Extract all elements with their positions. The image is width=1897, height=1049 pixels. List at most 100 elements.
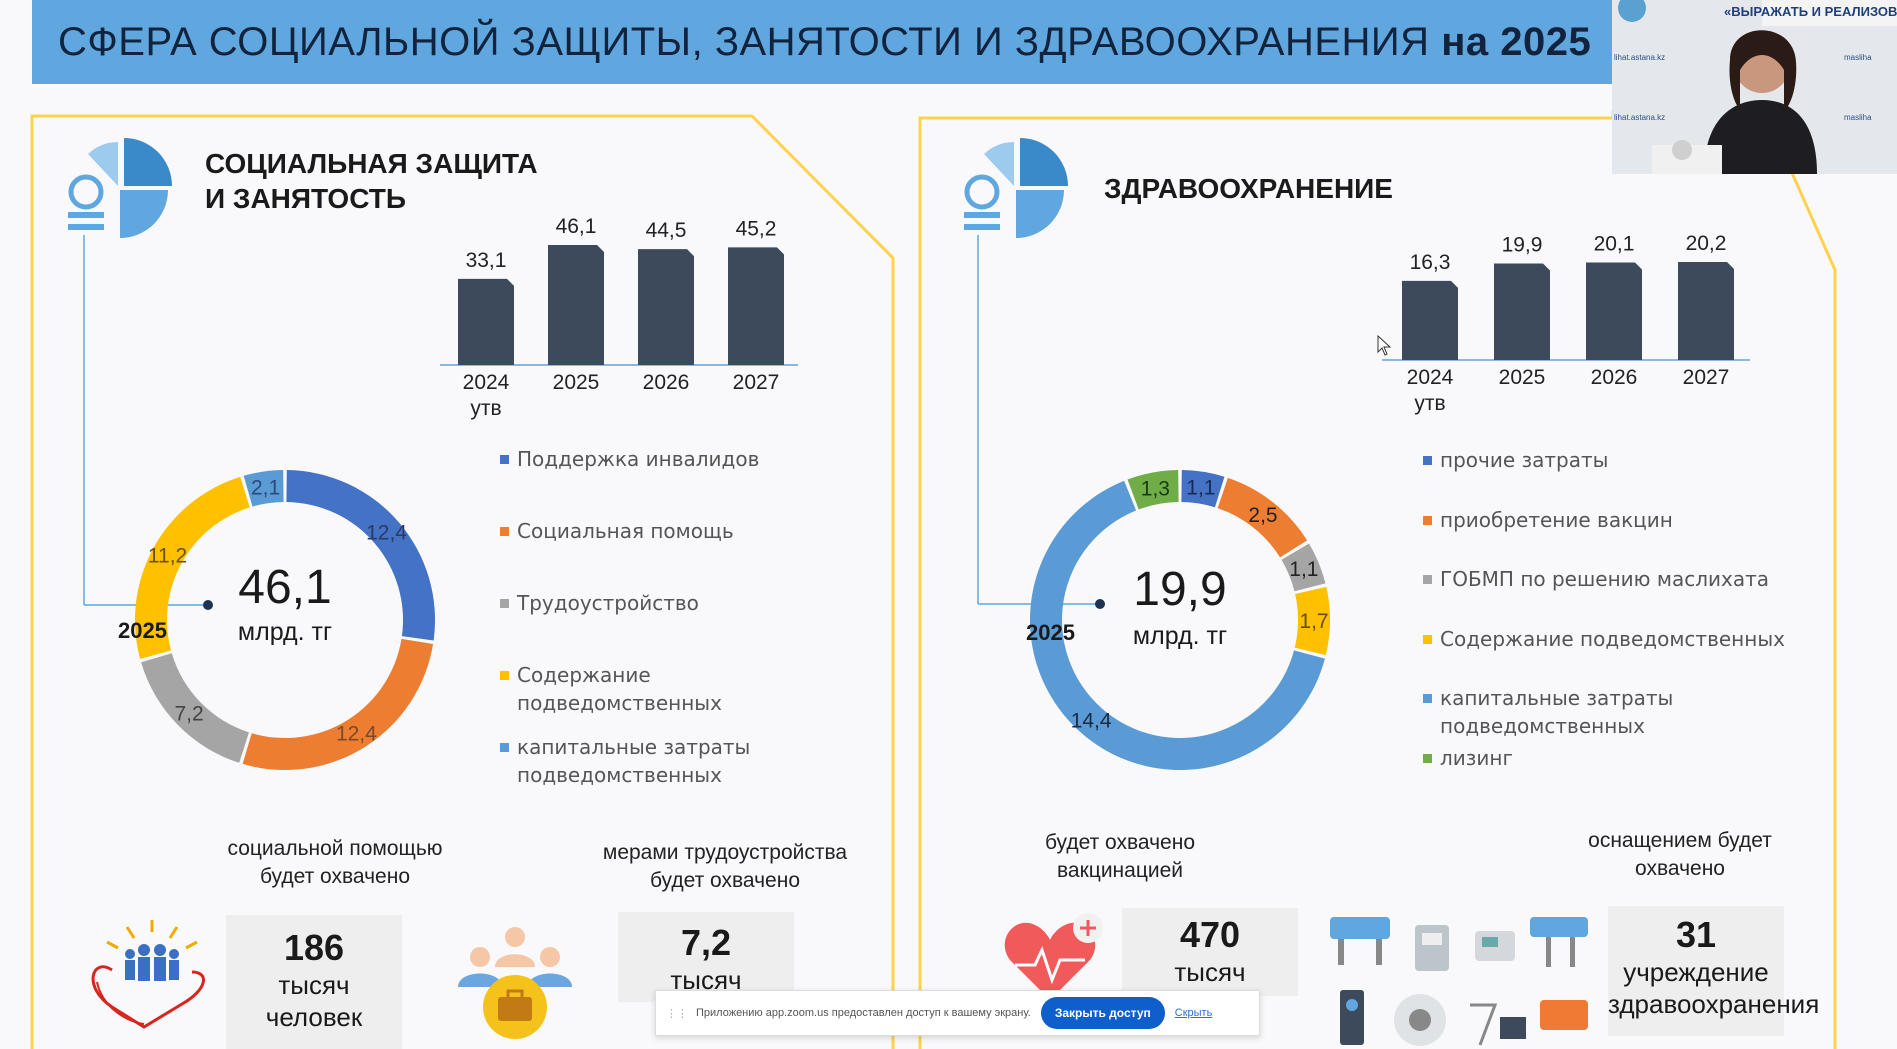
bar-value-label: 45,2 bbox=[736, 217, 777, 240]
legend-label: прочие затраты bbox=[1440, 448, 1609, 472]
bar-category-label: 2024 bbox=[1407, 366, 1454, 389]
legend-item: Трудоустройство bbox=[500, 589, 807, 617]
legend-item: Социальная помощь bbox=[500, 517, 807, 545]
donut-slice bbox=[1294, 586, 1330, 656]
legend-label: приобретение вакцин bbox=[1440, 508, 1673, 532]
legend-label: Социальная помощь bbox=[517, 519, 734, 543]
caption-social-help: социальной помощью будет охвачено bbox=[227, 837, 443, 888]
donut-chart-social: 12,4 12,4 7,2 11,2 2,1 bbox=[135, 470, 435, 770]
donut-center-unit: млрд. тг bbox=[1132, 622, 1228, 650]
section-title-health: ЗДРАВООХРАНЕНИЕ bbox=[1104, 173, 1393, 204]
bar-value-label: 46,1 bbox=[556, 215, 597, 238]
stat-unit: здравоохранения bbox=[1608, 989, 1820, 1019]
bar-value-label: 20,1 bbox=[1594, 232, 1635, 255]
stat-employment: 7,2 тысяч bbox=[618, 912, 794, 1002]
mouse-cursor-icon bbox=[1377, 335, 1392, 356]
svg-text:masliha: masliha bbox=[1844, 113, 1872, 122]
section-title-line1: СОЦИАЛЬНАЯ ЗАЩИТА bbox=[205, 148, 538, 179]
legend-swatch bbox=[1423, 694, 1432, 703]
legend-swatch bbox=[500, 527, 509, 536]
donut-slice-label: 1,1 bbox=[1289, 558, 1318, 581]
donut-slice bbox=[1127, 470, 1179, 510]
legend-swatch bbox=[500, 455, 509, 464]
donut-center-value: 46,1 bbox=[238, 561, 332, 614]
pie-chart-icon bbox=[964, 138, 1068, 238]
donut-slice bbox=[141, 653, 249, 763]
bar-value-label: 16,3 bbox=[1410, 251, 1451, 274]
caption-vaccination: будет охвачено вакцинацией bbox=[1044, 831, 1196, 882]
legend-item: лизинг bbox=[1423, 744, 1820, 772]
stat-unit: тысяч bbox=[278, 970, 350, 1000]
donut-center-value: 19,9 bbox=[1133, 563, 1227, 616]
bar bbox=[1402, 280, 1458, 360]
bar bbox=[458, 278, 514, 365]
drag-handle-icon[interactable]: ⋮⋮ bbox=[666, 1007, 688, 1020]
stat-unit: тысяч bbox=[1174, 957, 1246, 987]
bar-category-label: 2026 bbox=[643, 371, 690, 394]
donut-slice-label: 1,1 bbox=[1186, 477, 1215, 500]
stat-unit: человек bbox=[265, 1002, 363, 1032]
donut-slice-label: 7,2 bbox=[175, 703, 204, 726]
bar-value-label: 20,2 bbox=[1686, 232, 1727, 255]
legend-label: лизинг bbox=[1440, 746, 1513, 770]
stat-number: 7,2 bbox=[680, 922, 732, 963]
legend-swatch bbox=[1423, 635, 1432, 644]
legend-swatch bbox=[500, 599, 509, 608]
donut-slice-label: 12,4 bbox=[366, 522, 407, 545]
stat-social-help: 186 тысяч человек bbox=[226, 915, 402, 1049]
section-title-line2: И ЗАНЯТОСТЬ bbox=[205, 183, 406, 214]
stat-number: 186 bbox=[283, 927, 345, 968]
stop-sharing-button[interactable]: Закрыть доступ bbox=[1040, 997, 1165, 1029]
legend-item: Содержание подведомственных bbox=[500, 661, 807, 717]
svg-text:lihat.astana.kz: lihat.astana.kz bbox=[1614, 53, 1665, 62]
bar-category-label: 2027 bbox=[733, 371, 780, 394]
donut-center-unit: млрд. тг bbox=[237, 618, 333, 646]
donut-slice-label: 1,7 bbox=[1299, 610, 1328, 633]
stat-number: 31 bbox=[1675, 914, 1717, 955]
legend-swatch bbox=[1423, 575, 1432, 584]
bar-category-label: 2024 bbox=[463, 371, 510, 394]
caption-equipment: оснащением будет охвачено bbox=[1588, 829, 1772, 880]
legend-swatch bbox=[500, 671, 509, 680]
bar bbox=[1678, 262, 1734, 360]
donut-year-label: 2025 bbox=[1026, 620, 1075, 645]
donut-slice-label: 2,5 bbox=[1248, 504, 1277, 527]
bar bbox=[1494, 263, 1550, 360]
legend-label: Трудоустройство bbox=[517, 591, 699, 615]
pie-chart-icon bbox=[68, 138, 172, 238]
donut-slice bbox=[1217, 477, 1308, 558]
donut-slice bbox=[1281, 543, 1326, 592]
legend-item: капитальные затраты подведомственных bbox=[1423, 684, 1820, 740]
stat-equipment: 31 учреждение здравоохранения bbox=[1608, 906, 1820, 1036]
donut-chart-health: 1,1 2,5 1,1 1,7 14,4 1,3 bbox=[1030, 470, 1330, 770]
legend-item: Поддержка инвалидов bbox=[500, 445, 807, 473]
stat-vaccination: 470 тысяч bbox=[1122, 908, 1298, 996]
camera-banner-text: «ВЫРАЖАТЬ И РЕАЛИЗОВЫВАТЬ bbox=[1724, 4, 1897, 19]
camera-video-overlay: lihat.astana.kz lihat.astana.kz masliha mas… bbox=[1612, 0, 1897, 174]
legend-swatch bbox=[500, 743, 509, 752]
legend-label: капитальные затраты подведомственных bbox=[517, 735, 751, 787]
legend-swatch bbox=[1423, 456, 1432, 465]
legend-item: капитальные затраты подведомственных bbox=[500, 733, 807, 789]
hide-link[interactable]: Скрыть bbox=[1174, 1007, 1213, 1019]
slide-title: СФЕРА СОЦИАЛЬНОЙ ЗАЩИТЫ, ЗАНЯТОСТИ И ЗДР… bbox=[58, 19, 1430, 64]
slide-title-year: на 2025 bbox=[1441, 19, 1592, 64]
stat-number: 470 bbox=[1179, 914, 1241, 955]
legend-swatch bbox=[1423, 754, 1432, 763]
bar-category-label: 2025 bbox=[1499, 366, 1546, 389]
donut-slice bbox=[1181, 470, 1225, 508]
donut-slice-label: 2,1 bbox=[251, 476, 280, 499]
donut-slice-label: 11,2 bbox=[148, 544, 187, 567]
legend-label: Поддержка инвалидов bbox=[517, 447, 760, 471]
donut-slice bbox=[243, 470, 284, 507]
bar bbox=[1586, 262, 1642, 360]
medical-equipment-icon bbox=[1330, 917, 1588, 1046]
section-title-social: СОЦИАЛЬНАЯ ЗАЩИТА И ЗАНЯТОСТЬ bbox=[205, 146, 538, 216]
donut-slice-label: 1,3 bbox=[1141, 477, 1170, 500]
team-briefcase-icon bbox=[458, 927, 572, 1039]
bar-category-label: утв bbox=[1414, 392, 1445, 415]
legend-swatch bbox=[1423, 516, 1432, 525]
bar-category-label: утв bbox=[470, 397, 501, 420]
bar-chart-health: 16,3 2024 утв 19,9 2025 20,1 2026 20,2 2027 bbox=[1382, 232, 1750, 415]
